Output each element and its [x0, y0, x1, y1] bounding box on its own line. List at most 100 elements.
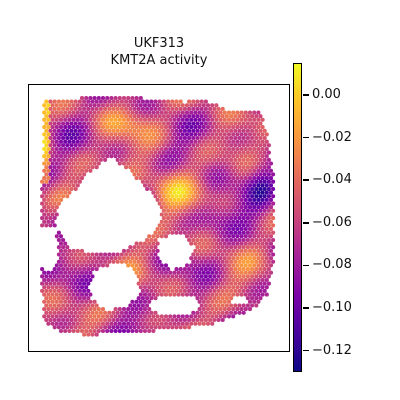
- spot: [50, 176, 55, 181]
- spot: [205, 205, 211, 210]
- spot: [229, 296, 234, 301]
- spot: [235, 256, 240, 261]
- spot: [216, 245, 221, 250]
- spot: [220, 237, 225, 243]
- spot: [187, 99, 192, 104]
- spot: [216, 114, 221, 119]
- spot: [241, 223, 246, 228]
- spot: [214, 256, 219, 261]
- spot: [214, 234, 219, 239]
- spot: [75, 132, 80, 137]
- spot: [170, 201, 175, 206]
- spot: [205, 125, 211, 130]
- spot: [208, 121, 213, 126]
- spot: [214, 197, 219, 202]
- spot: [44, 179, 49, 184]
- spot: [233, 135, 238, 141]
- spot: [58, 176, 64, 181]
- spot: [191, 317, 196, 323]
- spot: [191, 106, 196, 111]
- spot: [214, 139, 219, 144]
- spot: [245, 143, 250, 148]
- spot: [77, 267, 82, 272]
- spot: [149, 128, 154, 133]
- spot: [222, 205, 227, 210]
- spot: [103, 150, 108, 155]
- spot: [142, 307, 148, 312]
- spot: [182, 150, 187, 155]
- spot: [75, 299, 80, 304]
- spot: [176, 314, 181, 319]
- spot: [105, 139, 110, 144]
- spot: [241, 172, 246, 177]
- spot: [142, 146, 148, 152]
- spot: [256, 176, 261, 181]
- spot: [54, 212, 59, 217]
- spot: [229, 288, 234, 293]
- spot: [48, 216, 53, 221]
- spot: [77, 317, 82, 323]
- spot: [48, 121, 53, 126]
- spot: [153, 230, 158, 235]
- spot: [201, 168, 206, 173]
- spot: [67, 190, 72, 195]
- spot: [69, 325, 74, 330]
- spot: [159, 110, 164, 115]
- spot: [218, 161, 223, 166]
- spot: [191, 252, 196, 257]
- spot: [71, 176, 76, 181]
- spot: [63, 154, 68, 159]
- spot: [193, 292, 198, 297]
- spot: [79, 117, 85, 122]
- spot: [239, 248, 244, 253]
- spot: [195, 201, 200, 206]
- spot: [199, 135, 204, 141]
- spot: [271, 194, 276, 199]
- spot: [153, 106, 158, 111]
- spot: [48, 143, 53, 148]
- spot: [233, 157, 238, 162]
- spot: [94, 135, 99, 141]
- spot: [220, 121, 225, 126]
- spot: [140, 106, 145, 111]
- spot: [153, 325, 158, 330]
- spot: [48, 303, 53, 308]
- spot: [191, 237, 196, 243]
- spot: [172, 292, 177, 297]
- spot: [191, 310, 196, 315]
- spot: [243, 219, 248, 224]
- spot: [75, 125, 80, 130]
- spot: [208, 252, 213, 257]
- spot: [88, 256, 93, 261]
- spot: [205, 197, 211, 202]
- spot: [235, 154, 240, 159]
- spot: [157, 150, 162, 155]
- spot: [170, 135, 175, 141]
- spot: [260, 168, 265, 173]
- spot: [264, 139, 269, 144]
- spot: [58, 183, 64, 188]
- spot: [222, 161, 227, 166]
- spot: [170, 128, 175, 133]
- spot: [231, 256, 236, 261]
- spot: [245, 237, 250, 243]
- spot: [218, 248, 223, 253]
- spot: [163, 314, 169, 319]
- spot: [138, 277, 143, 283]
- spot: [208, 237, 213, 243]
- spot: [96, 139, 101, 144]
- spot: [54, 146, 59, 152]
- spot: [212, 245, 217, 250]
- spot: [174, 106, 179, 111]
- spot: [105, 103, 110, 108]
- spot: [63, 117, 68, 122]
- spot: [50, 146, 55, 152]
- spot: [218, 234, 223, 239]
- spot: [268, 248, 274, 253]
- spot: [58, 241, 64, 246]
- spot: [189, 205, 194, 210]
- spot: [189, 125, 194, 130]
- spot: [73, 252, 78, 257]
- spot: [48, 223, 53, 228]
- spot: [56, 237, 61, 243]
